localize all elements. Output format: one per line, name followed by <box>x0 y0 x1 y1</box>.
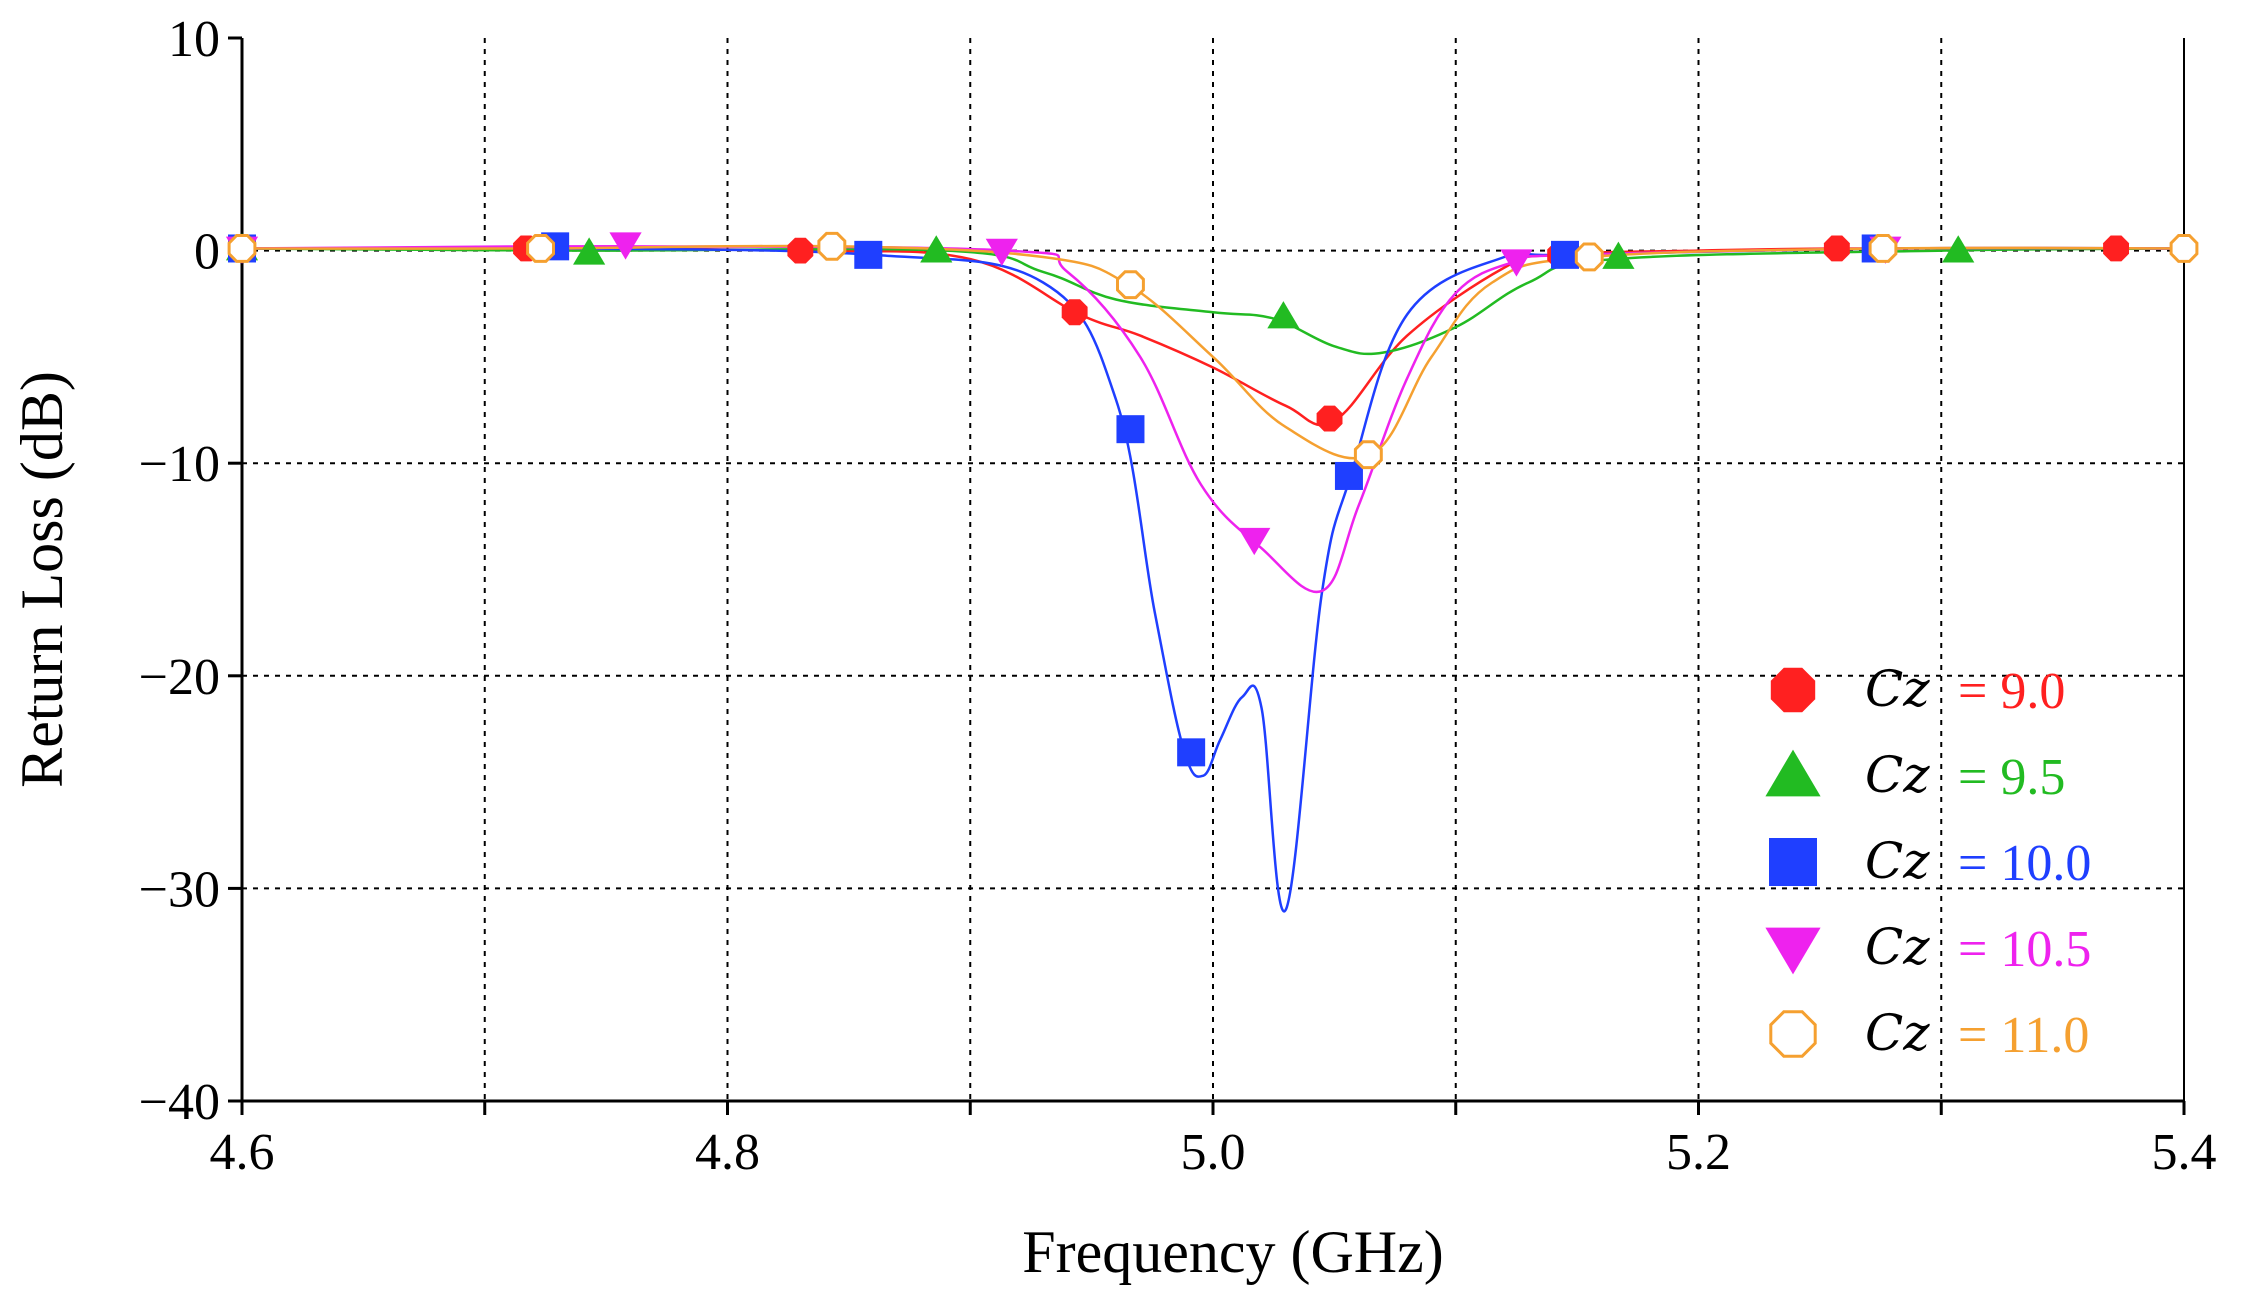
series-marker-95 <box>920 235 953 263</box>
series-marker-110 <box>1868 234 1898 263</box>
series-marker-100 <box>1177 738 1206 767</box>
legend-marker <box>1770 667 1816 713</box>
series-marker-95 <box>1267 301 1300 329</box>
legend-label: = 11.0 <box>1958 1007 2089 1064</box>
series-marker-95 <box>1942 235 1975 263</box>
series-marker-90 <box>787 237 814 264</box>
series-marker-100 <box>1550 240 1579 269</box>
x-tick-label: 5.2 <box>1666 1124 1731 1181</box>
y-tick-label: −30 <box>139 861 220 918</box>
y-tick-label: −10 <box>139 436 220 493</box>
series-marker-110 <box>1353 440 1383 470</box>
series-marker-105 <box>1500 249 1533 277</box>
series-marker-110 <box>817 231 847 261</box>
y-tick-label: 0 <box>194 224 220 281</box>
y-tick-label: −40 <box>139 1074 220 1131</box>
series-marker-90 <box>1823 235 1850 262</box>
x-tick-label: 5.4 <box>2152 1124 2217 1181</box>
series-marker-110 <box>227 234 257 263</box>
legend-name: Cz <box>1865 832 1930 890</box>
series-marker-105 <box>985 238 1018 266</box>
series-marker-105 <box>609 232 642 260</box>
x-tick-label: 4.6 <box>210 1124 275 1181</box>
legend-name: Cz <box>1865 660 1930 718</box>
legend-name: Cz <box>1865 746 1930 804</box>
series-marker-90 <box>2103 235 2129 262</box>
legend-label: = 9.5 <box>1958 749 2065 806</box>
x-tick-label: 4.8 <box>695 1124 760 1181</box>
series-marker-110 <box>2169 234 2199 263</box>
legend-marker <box>1765 927 1821 975</box>
legend-label: = 10.5 <box>1958 921 2091 978</box>
y-axis-title: Return Loss (dB) <box>9 371 75 788</box>
series-marker-110 <box>1574 242 1604 272</box>
x-axis-title: Frequency (GHz) <box>1022 1219 1444 1285</box>
series-line-105 <box>241 245 2185 594</box>
series-marker-110 <box>526 234 555 263</box>
series-marker-110 <box>1116 270 1145 300</box>
series-marker-90 <box>1061 299 1088 326</box>
legend-marker <box>1765 749 1821 797</box>
x-tick-label: 5.0 <box>1181 1124 1246 1181</box>
legend-label: = 9.0 <box>1958 663 2065 720</box>
legend: Cz = 9.0 Cz = 9.5 Cz = 10.0 Cz = 10.5 Cz = 11.0 <box>1765 660 2091 1064</box>
y-tick-label: −20 <box>139 649 220 706</box>
legend-marker <box>1769 838 1817 886</box>
series-marker-90 <box>1316 405 1343 432</box>
legend-name: Cz <box>1865 1004 1930 1062</box>
series-line-110 <box>241 244 2185 460</box>
y-tick-label: 10 <box>168 11 220 68</box>
legend-marker <box>1769 1010 1817 1058</box>
series-marker-105 <box>1238 527 1271 556</box>
legend-label: = 10.0 <box>1958 835 2091 892</box>
series-marker-95 <box>573 237 606 265</box>
series-marker-100 <box>1334 461 1363 490</box>
series-marker-100 <box>1116 415 1145 444</box>
series-marker-100 <box>854 240 883 269</box>
series-marker-95 <box>1602 241 1635 269</box>
legend-name: Cz <box>1865 918 1930 976</box>
